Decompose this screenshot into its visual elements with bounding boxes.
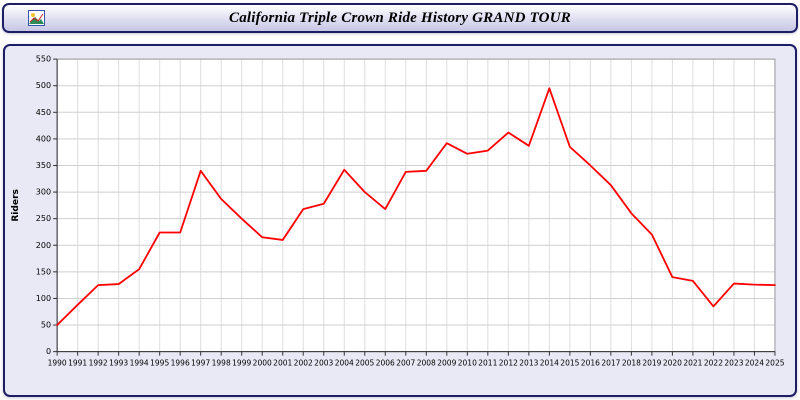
x-tick-label: 1991 — [68, 359, 87, 368]
x-tick-label: 2005 — [355, 359, 374, 368]
x-tick-label: 1995 — [150, 359, 169, 368]
x-tick-label: 2016 — [581, 359, 600, 368]
x-tick-label: 2019 — [642, 359, 661, 368]
x-tick-label: 1990 — [48, 359, 67, 368]
x-tick-label: 1992 — [89, 359, 108, 368]
x-tick-label: 2010 — [458, 359, 477, 368]
y-tick-label: 50 — [41, 321, 51, 330]
x-tick-label: 2009 — [437, 359, 456, 368]
x-tick-label: 2022 — [704, 359, 723, 368]
x-tick-label: 2015 — [560, 359, 579, 368]
y-tick-label: 500 — [36, 81, 51, 90]
x-tick-label: 2012 — [499, 359, 518, 368]
x-tick-label: 1997 — [191, 359, 210, 368]
y-tick-label: 350 — [36, 161, 51, 170]
y-tick-label: 100 — [36, 294, 51, 303]
y-tick-label: 200 — [36, 241, 51, 250]
x-tick-label: 2003 — [314, 359, 333, 368]
title-bar: California Triple Crown Ride History GRA… — [2, 3, 798, 33]
x-tick-label: 2025 — [765, 359, 784, 368]
x-tick-label: 2011 — [478, 359, 497, 368]
page-title: California Triple Crown Ride History GRA… — [229, 9, 571, 26]
x-tick-label: 1998 — [212, 359, 231, 368]
x-tick-label: 2014 — [540, 359, 559, 368]
x-tick-label: 2023 — [724, 359, 743, 368]
x-tick-label: 2002 — [294, 359, 313, 368]
x-tick-label: 2017 — [601, 359, 620, 368]
x-tick-label: 2024 — [745, 359, 764, 368]
y-tick-label: 400 — [36, 134, 51, 143]
chart-panel: 0 50 100 150 200 250 300 350 400 450 500 550 1990 199… — [3, 44, 797, 397]
x-tick-label: 1999 — [232, 359, 251, 368]
x-tick-label: 2001 — [273, 359, 292, 368]
x-tick-label: 2006 — [376, 359, 395, 368]
x-tick-label: 2000 — [253, 359, 272, 368]
x-tick-label: 2013 — [519, 359, 538, 368]
riders-line — [56, 87, 776, 326]
x-tick-label: 2004 — [335, 359, 354, 368]
y-tick-label: 250 — [36, 214, 51, 223]
x-tick-label: 1994 — [130, 359, 149, 368]
x-tick-label: 2021 — [683, 359, 702, 368]
y-tick-label: 0 — [46, 347, 51, 356]
y-tick-label: 550 — [36, 55, 51, 64]
y-tick-label: 150 — [36, 267, 51, 276]
x-tick-label: 2020 — [663, 359, 682, 368]
x-tick-label: 2018 — [622, 359, 641, 368]
y-tick-label: 300 — [36, 188, 51, 197]
x-tick-label: 2007 — [396, 359, 415, 368]
plot-area — [57, 59, 775, 352]
x-tick-label: 1993 — [109, 359, 128, 368]
x-tick-label: 2008 — [417, 359, 436, 368]
header-logo-icon — [28, 10, 45, 26]
y-axis-label: Riders — [11, 189, 21, 222]
x-tick-label: 1996 — [171, 359, 190, 368]
y-tick-label: 450 — [36, 108, 51, 117]
